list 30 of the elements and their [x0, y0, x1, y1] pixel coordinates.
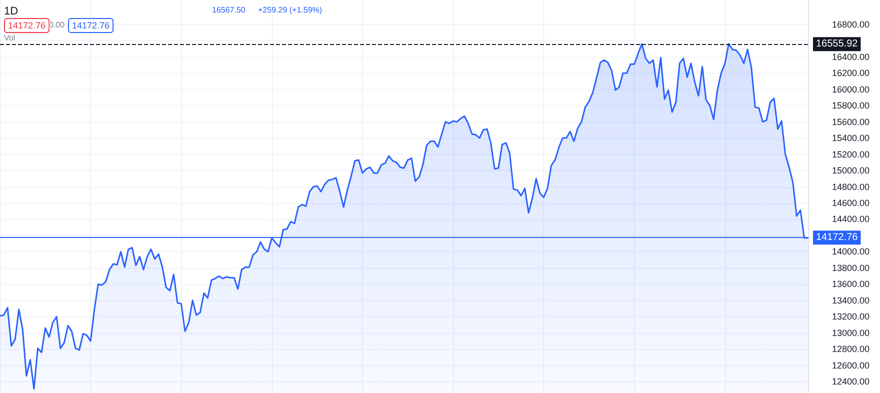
y-tick-label: 14000.00	[832, 246, 870, 257]
y-tick-label: 16400.00	[832, 52, 870, 62]
y-tick-label: 15600.00	[832, 116, 870, 127]
y-tick-label: 15000.00	[832, 166, 870, 176]
text: 1D	[4, 6, 18, 18]
y-tick-label: 14600.00	[832, 198, 870, 208]
y-tick-label: 15200.00	[832, 149, 870, 160]
annotation: 14172.76	[8, 20, 46, 30]
annotation: Vol	[4, 34, 16, 42]
y-tick-label: 14400.00	[832, 214, 870, 224]
y-tick-label: 13600.00	[832, 279, 870, 290]
y-tick-label: 13400.00	[832, 295, 870, 306]
annotation: +259.29 (+1.59%)	[258, 6, 322, 14]
y-tick-label: 16000.00	[832, 84, 870, 94]
y-tick-label: 15400.00	[832, 133, 870, 144]
y-tick-label: 12800.00	[832, 344, 870, 354]
y-tick-label: 16200.00	[832, 68, 870, 78]
annotation: 16567.50	[212, 6, 246, 14]
ref-line-label: 16555.92	[816, 38, 858, 50]
y-tick-label: 13800.00	[832, 262, 870, 273]
y-tick-label: 16800.00	[832, 19, 870, 30]
y-tick-label: 14800.00	[832, 182, 870, 192]
y-tick-label: 13200.00	[832, 312, 870, 322]
ref-line-label: 14172.76	[816, 232, 858, 244]
y-tick-label: 12600.00	[832, 360, 870, 370]
y-tick-label: 13000.00	[832, 328, 870, 338]
y-tick-label: 12400.00	[832, 376, 870, 387]
annotation: 14172.76	[72, 20, 110, 30]
y-tick-label: 15800.00	[832, 100, 870, 111]
annotation: 0.00	[49, 20, 66, 30]
